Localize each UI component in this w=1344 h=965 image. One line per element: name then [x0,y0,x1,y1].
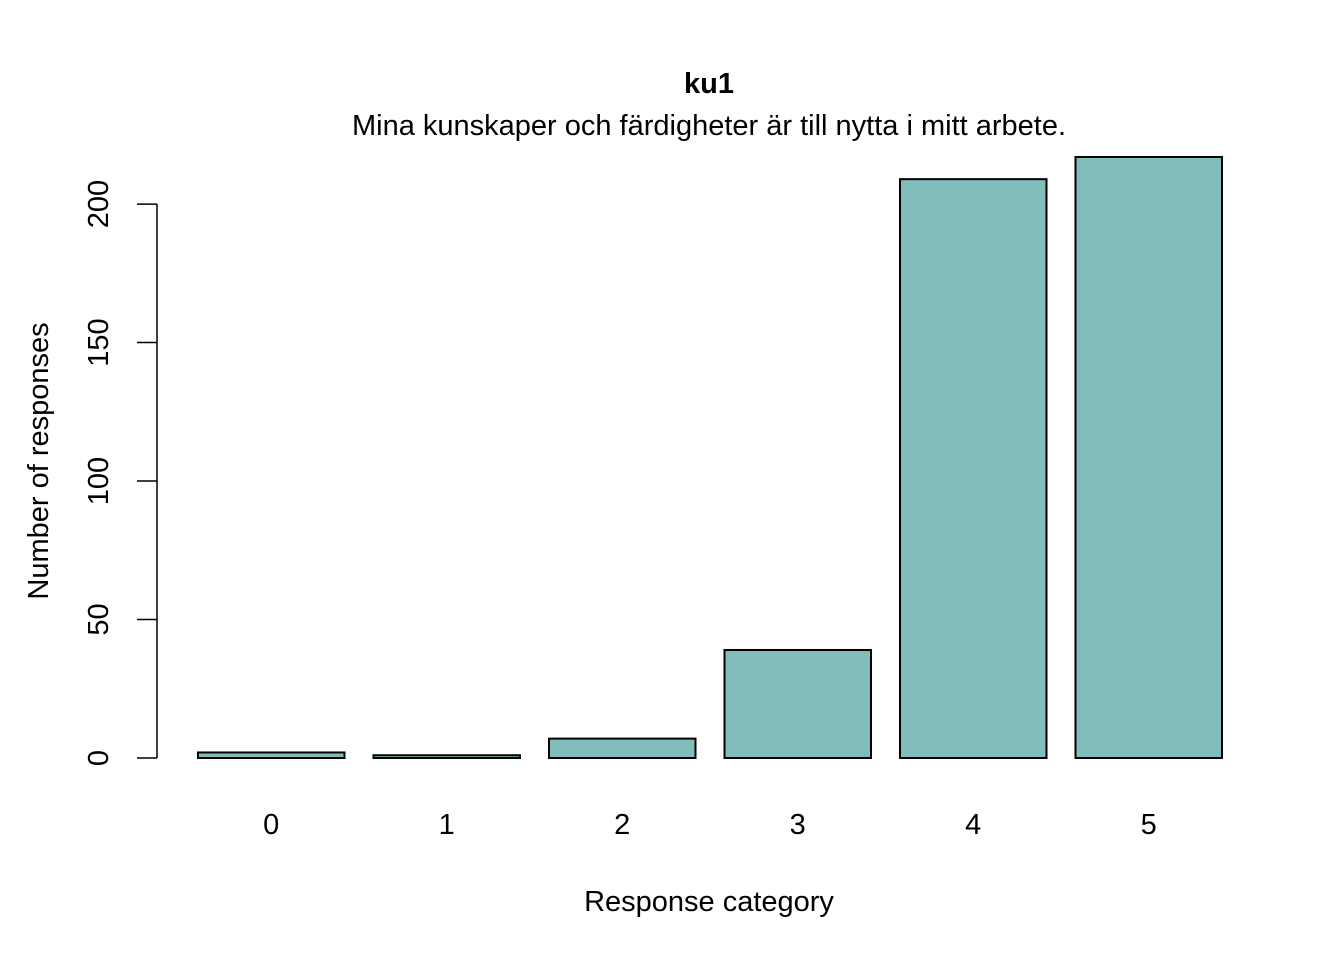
x-tick-label: 3 [790,809,806,841]
y-tick-label: 200 [83,180,115,228]
x-tick-label: 2 [614,809,630,841]
y-tick-label: 50 [83,603,115,635]
chart-title: ku1 [684,68,734,100]
x-axis-label: Response category [584,886,834,918]
x-tick-label: 0 [263,809,279,841]
x-tick-label: 4 [965,809,981,841]
bar [723,648,872,759]
y-axis-label: Number of responses [23,322,55,599]
bar [372,754,521,759]
y-tick-label: 100 [83,457,115,505]
bar [548,737,697,760]
bars-group [197,156,1223,760]
bar [1074,156,1223,759]
y-tick-label: 150 [83,318,115,366]
x-tick-label: 5 [1141,809,1157,841]
bar [899,178,1048,759]
y-axis: 0 50 100 150 200 [83,180,158,766]
x-tick-labels: 0 1 2 3 4 5 [263,809,1157,841]
x-tick-label: 1 [439,809,455,841]
chart-subtitle: Mina kunskaper och färdigheter är till n… [352,110,1066,142]
bar [197,751,346,759]
y-tick-label: 0 [83,750,115,766]
